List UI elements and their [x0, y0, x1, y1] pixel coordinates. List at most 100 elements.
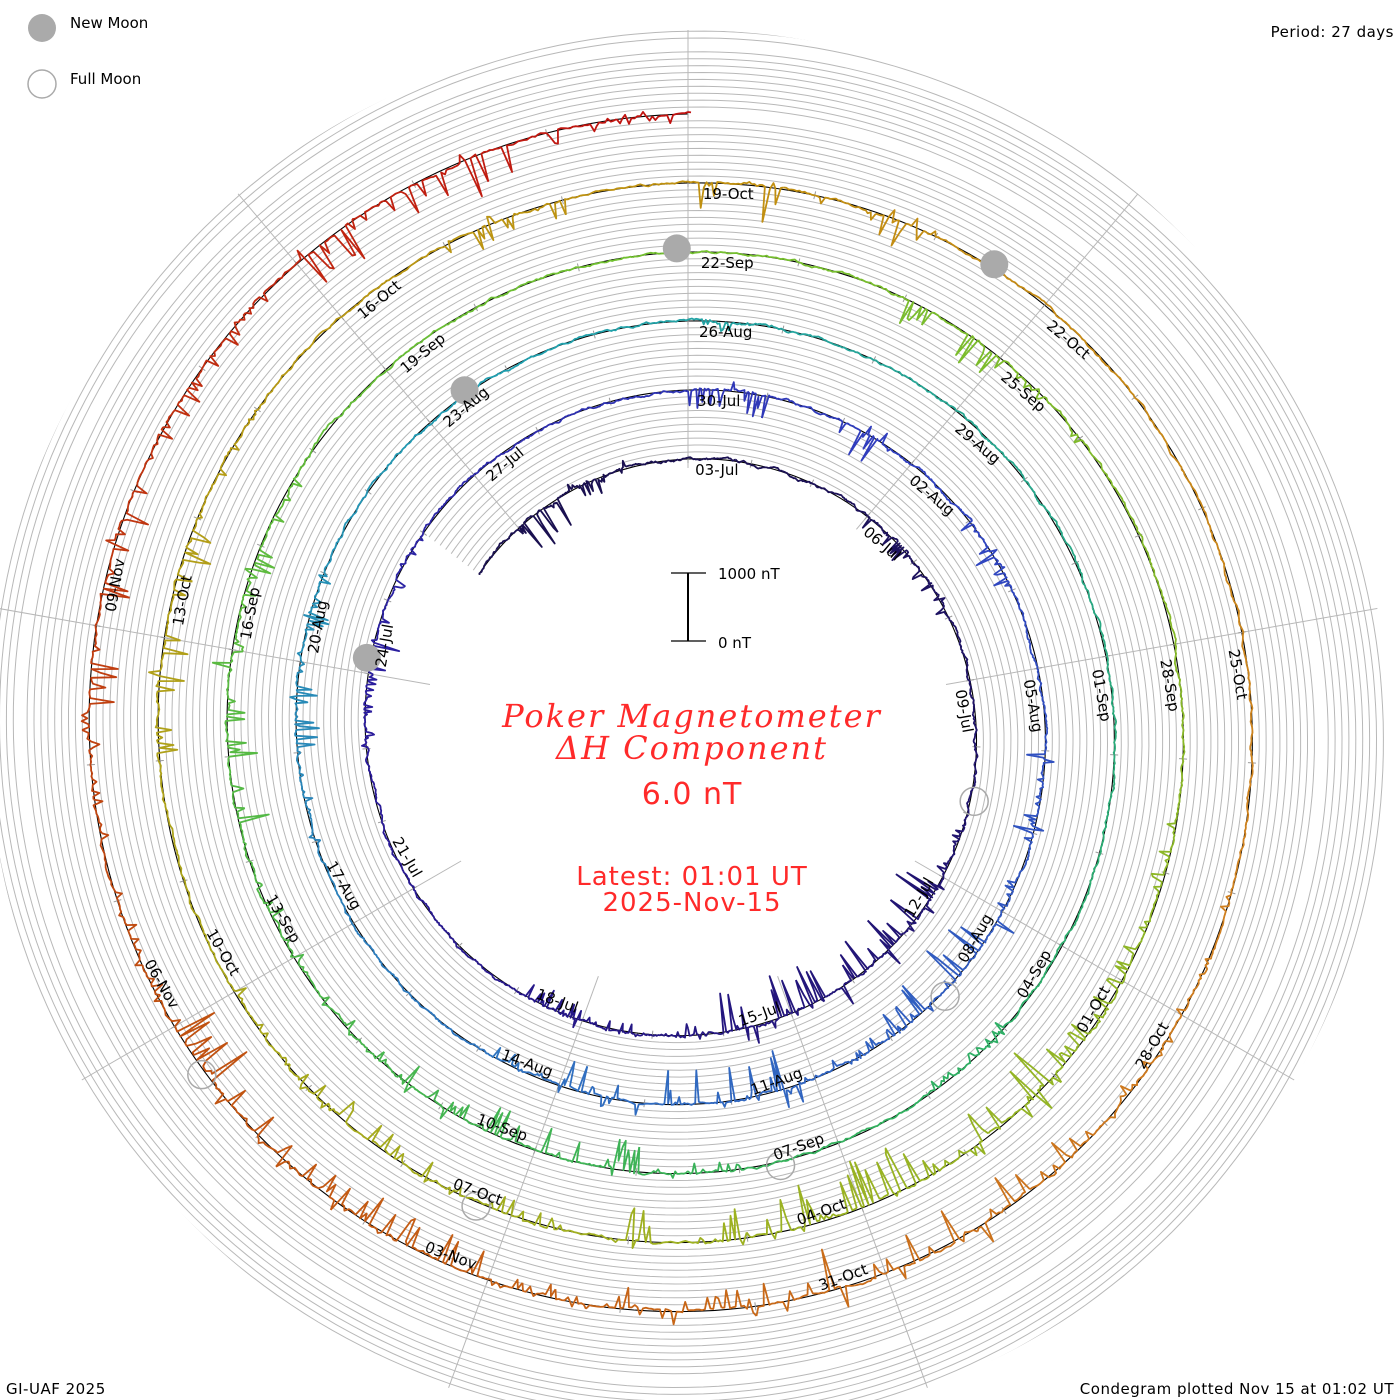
day-tick: [746, 1233, 749, 1242]
trace-segment: [269, 262, 298, 288]
day-tick: [998, 909, 1007, 914]
trace-segment: [869, 1031, 890, 1050]
trace-segment: [233, 623, 245, 652]
trace-segment: [894, 451, 912, 466]
trace-segment: [485, 970, 502, 983]
trace-segment: [1112, 754, 1116, 781]
trace-segment: [975, 553, 1006, 576]
trace-segment: [183, 880, 194, 911]
trace-segment: [1046, 1045, 1073, 1083]
day-tick: [592, 330, 596, 339]
trace-segment: [455, 1186, 484, 1205]
trace-segment: [478, 1047, 502, 1060]
trace-segment: [825, 489, 843, 497]
day-tick: [765, 392, 769, 401]
trace-segment: [841, 495, 856, 507]
trace-segment: [311, 426, 328, 451]
trace-segment: [927, 1075, 949, 1096]
day-tick: [245, 859, 254, 863]
trace-segment: [965, 1113, 989, 1157]
trace-segment: [1210, 924, 1224, 957]
trace-segment: [750, 464, 767, 470]
day-tick: [1095, 851, 1104, 855]
trace-segment: [751, 182, 784, 223]
trace-segment: [488, 451, 506, 464]
trace-segment: [581, 117, 618, 133]
trace-segment: [597, 472, 612, 494]
dh-trace: [80, 111, 1254, 1326]
trace-segment: [256, 884, 273, 911]
trace-segment: [444, 231, 474, 254]
trace-segment: [99, 832, 110, 869]
trace-segment: [1108, 680, 1114, 706]
grid-spiral: [0, 30, 1388, 1400]
trace-segment: [895, 985, 923, 1024]
credit-label: GI-UAF 2025: [6, 1380, 106, 1398]
moon-markers: [187, 234, 1009, 1221]
trace-segment: [424, 902, 436, 920]
trace-segment: [564, 1003, 583, 1029]
trace-segment: [296, 751, 304, 776]
trace-segment: [428, 1178, 457, 1195]
trace-segment: [795, 966, 825, 1009]
trace-segment: [295, 661, 305, 685]
trace-segment: [911, 562, 923, 580]
trace-segment: [424, 1234, 460, 1270]
trace-segment: [324, 218, 366, 260]
trace-segment: [882, 1008, 908, 1037]
trace-segment: [1013, 812, 1045, 834]
trace-segment: [745, 1218, 778, 1240]
trace-segment: [104, 867, 123, 902]
trace-segment: [433, 918, 448, 933]
trace-segment: [637, 1146, 663, 1176]
trace-segment: [610, 1138, 641, 1176]
trace-segment: [322, 861, 335, 884]
trace-segment: [861, 515, 881, 529]
trace-segment: [1247, 762, 1254, 796]
date-label: 20-Aug: [304, 599, 331, 655]
trace-segment: [545, 125, 582, 145]
trace-segment: [605, 255, 633, 264]
trace-segment: [393, 975, 410, 994]
trace-segment: [1074, 900, 1086, 925]
trace-segment: [303, 594, 329, 622]
trace-segment: [794, 1076, 816, 1103]
trace-segment: [966, 796, 971, 815]
trace-segment: [1174, 643, 1179, 674]
trace-segment: [473, 461, 489, 476]
trace-segment: [346, 388, 367, 410]
day-tick: [382, 366, 389, 374]
trace-segment: [275, 1160, 317, 1181]
day-tick: [1237, 631, 1246, 634]
grid-spiral: [12, 37, 1385, 1389]
trace-segment: [332, 882, 344, 905]
day-tick: [364, 489, 372, 495]
trace-segment: [1052, 518, 1066, 542]
trace-segment: [446, 931, 459, 949]
trace-segment: [249, 860, 263, 886]
trace-segment: [1091, 853, 1102, 878]
trace-segment: [1008, 459, 1026, 480]
trace-segment: [644, 1070, 670, 1106]
trace-segment: [92, 798, 104, 834]
trace-segment: [294, 953, 311, 980]
trace-segment: [852, 275, 880, 287]
trace-segment: [441, 1022, 460, 1038]
trace-segment: [227, 756, 232, 784]
trace-segment: [432, 501, 447, 517]
trace-segment: [572, 406, 592, 415]
trace-segment: [719, 181, 753, 186]
trace-segment: [241, 835, 251, 862]
trace-segment: [648, 390, 669, 398]
trace-segment: [616, 324, 642, 330]
trace-segment: [1068, 325, 1093, 350]
trace-segment: [488, 1278, 524, 1290]
trace-segment: [364, 941, 381, 961]
trace-segment: [80, 695, 115, 731]
trace-segment: [972, 729, 978, 747]
trace-segment: [237, 596, 247, 624]
trace-segment: [1090, 995, 1110, 1032]
trace-segment: [518, 516, 543, 548]
trace-segment: [403, 871, 415, 889]
